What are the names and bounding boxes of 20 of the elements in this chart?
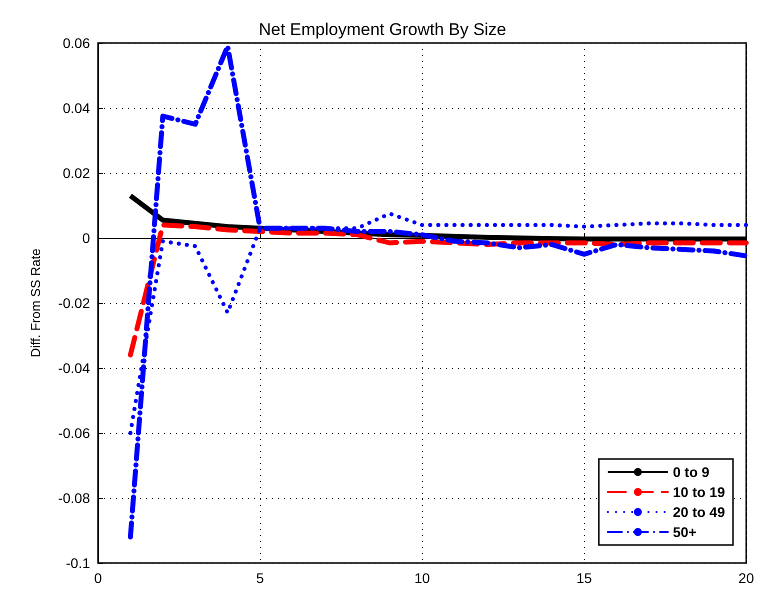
y-tick-label: -0.1 xyxy=(66,555,90,571)
y-tick-label: 0.02 xyxy=(62,165,90,181)
y-tick-label: -0.02 xyxy=(58,295,90,311)
y-axis-title: Diff. From SS Rate xyxy=(28,248,43,358)
legend-label: 10 to 19 xyxy=(672,484,726,500)
legend-label: 20 to 49 xyxy=(672,504,726,520)
chart-title: Net Employment Growth By Size xyxy=(258,20,506,39)
legend-label: 0 to 9 xyxy=(672,464,710,480)
y-tick-label: 0.06 xyxy=(62,35,90,51)
y-tick-label: 0 xyxy=(82,230,90,246)
legend-label: 50+ xyxy=(672,524,697,540)
x-tick-label: 10 xyxy=(414,570,430,586)
x-tick-label: 15 xyxy=(576,570,592,586)
x-tick-label: 5 xyxy=(256,570,264,586)
y-tick-label: -0.08 xyxy=(58,490,90,506)
y-tick-label: 0.04 xyxy=(62,100,90,116)
y-tick-label: -0.04 xyxy=(58,360,90,376)
y-tick-label: -0.06 xyxy=(58,425,90,441)
x-tick-label: 20 xyxy=(738,570,754,586)
x-tick-label: 0 xyxy=(94,570,102,586)
